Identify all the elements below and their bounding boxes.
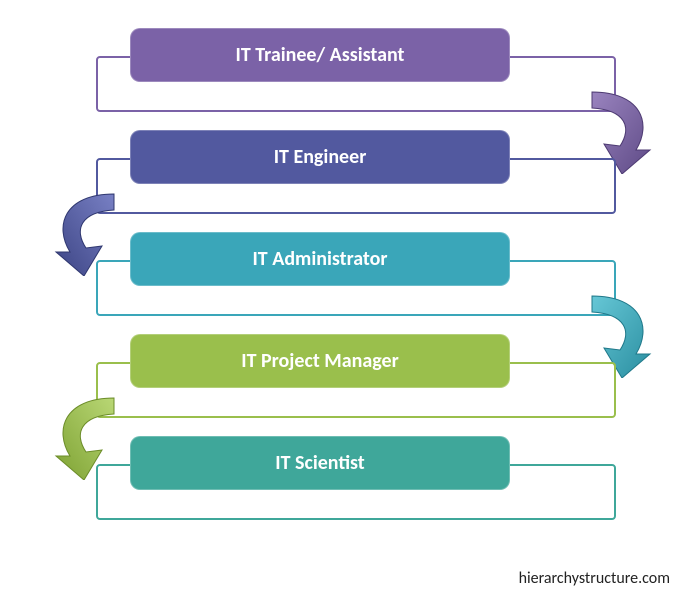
node-label-1: IT Trainee/ Assistant (236, 43, 405, 67)
node-label-2: IT Engineer (274, 145, 367, 169)
node-label-5: IT Scientist (275, 451, 365, 475)
node-box-3: IT Administrator (130, 232, 510, 286)
node-box-5: IT Scientist (130, 436, 510, 490)
node-label-4: IT Project Manager (241, 349, 398, 373)
attribution-text: hierarchystructure.com (519, 569, 670, 588)
node-label-3: IT Administrator (252, 247, 387, 271)
node-box-4: IT Project Manager (130, 334, 510, 388)
node-box-2: IT Engineer (130, 130, 510, 184)
node-box-1: IT Trainee/ Assistant (130, 28, 510, 82)
hierarchy-diagram: IT Trainee/ Assistant IT Engineer IT Adm… (0, 0, 700, 600)
